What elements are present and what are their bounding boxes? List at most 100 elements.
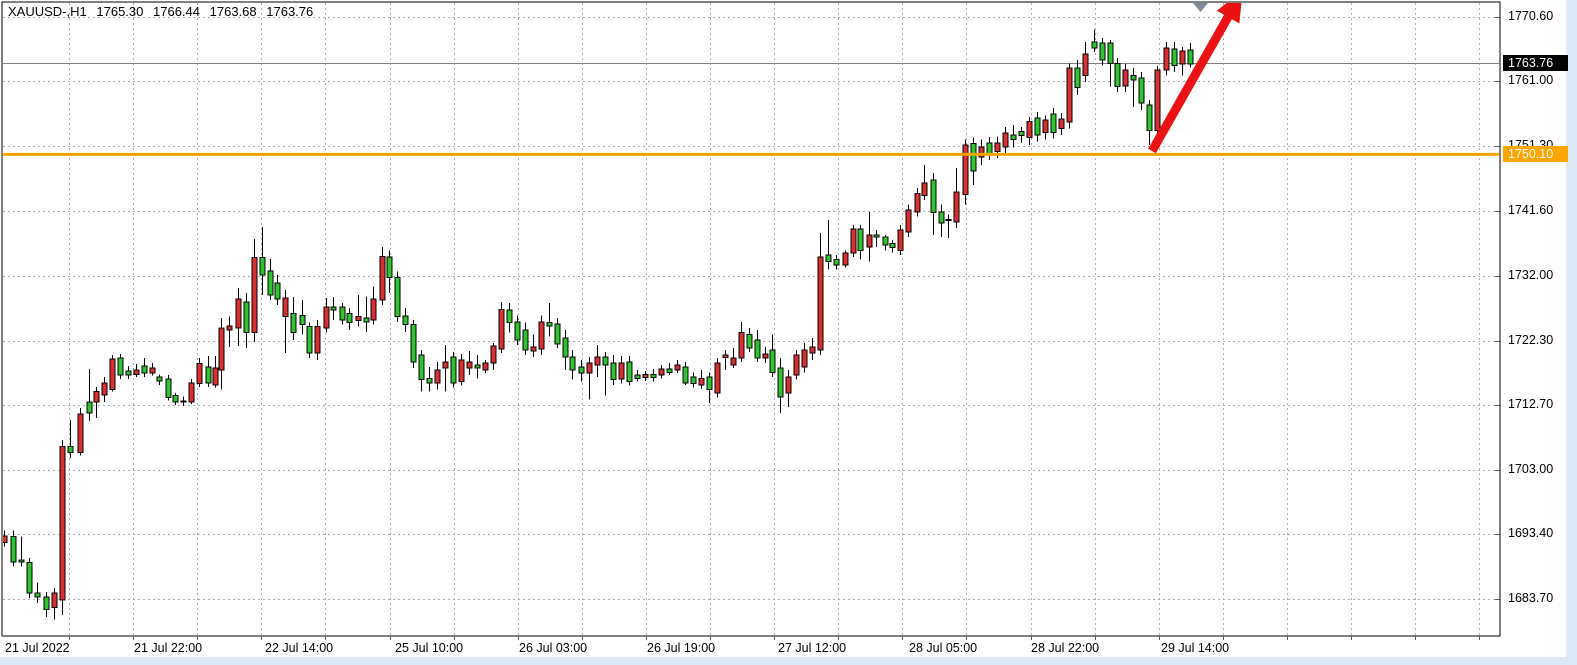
price-axis-label: 1703.00 xyxy=(1508,462,1554,477)
candle-bearish xyxy=(722,350,729,371)
candle-bullish xyxy=(1130,67,1137,107)
candle-bullish xyxy=(180,396,187,406)
candle-bearish xyxy=(1154,65,1161,146)
candle-bearish xyxy=(1163,41,1170,76)
candle-bearish xyxy=(458,354,465,386)
price-axis-label: 1732.00 xyxy=(1508,267,1554,282)
candle-bullish xyxy=(402,307,409,333)
candle-bullish xyxy=(1114,57,1121,93)
candle-bearish xyxy=(93,387,100,418)
candle-bearish xyxy=(482,360,489,373)
time-axis-label: 28 Jul 05:00 xyxy=(909,641,978,655)
low-value: 1763.68 xyxy=(209,4,257,19)
price-axis[interactable]: 1770.60 1761.00 1751.30 1741.60 1732.00 1722.… xyxy=(1502,0,1577,657)
candle-bullish xyxy=(825,220,832,270)
candle-bearish xyxy=(498,301,505,353)
time-axis-label: 26 Jul 19:00 xyxy=(647,641,716,655)
time-axis-label: 26 Jul 03:00 xyxy=(519,641,588,655)
candle-bullish xyxy=(156,374,163,385)
candle-bearish xyxy=(801,342,808,373)
candle-bullish xyxy=(938,204,945,237)
axis-ticks xyxy=(69,17,1501,640)
candle-bearish xyxy=(793,350,800,380)
candle-bullish xyxy=(290,297,297,341)
high-value: 1766.44 xyxy=(153,4,200,19)
candle-bullish xyxy=(626,356,633,386)
candle-bullish xyxy=(522,322,529,355)
time-axis-label: 21 Jul 2022 xyxy=(5,641,70,655)
candle-bearish xyxy=(1122,63,1129,93)
candles-layer xyxy=(3,29,1194,620)
candle-bullish xyxy=(706,372,713,404)
candle-bearish xyxy=(355,295,362,327)
candle-bullish xyxy=(1091,29,1098,52)
time-axis-label: 27 Jul 12:00 xyxy=(778,641,847,655)
time-axis[interactable]: 21 Jul 2022 21 Jul 22:00 22 Jul 14:00 25 Ju… xyxy=(0,639,1566,657)
candle-bearish xyxy=(618,356,625,384)
candle-bearish xyxy=(434,362,441,390)
candle-bullish xyxy=(746,328,753,353)
candle-bearish xyxy=(109,354,116,392)
candle-bearish xyxy=(698,370,705,390)
close-value: 1763.76 xyxy=(266,4,314,19)
plot-border xyxy=(1,1,1501,637)
chart-shift-marker-icon[interactable] xyxy=(1193,3,1208,12)
candle-bearish xyxy=(370,286,377,325)
candle-bullish xyxy=(346,307,353,331)
time-axis-label: 25 Jul 10:00 xyxy=(395,641,464,655)
candle-bullish xyxy=(1074,59,1081,95)
candle-bullish xyxy=(857,224,864,260)
candle-bearish xyxy=(842,250,849,268)
candle-bearish xyxy=(714,358,721,398)
candle-bearish xyxy=(3,530,8,547)
current-price-label: 1763.76 xyxy=(1503,54,1568,71)
candle-bullish xyxy=(259,226,266,296)
candle-bullish xyxy=(1146,100,1153,146)
candle-bullish xyxy=(330,297,337,320)
candle-bullish xyxy=(769,334,776,377)
trend-arrow-annotation[interactable] xyxy=(1148,0,1243,154)
candle-bullish xyxy=(172,393,179,406)
candle-bearish xyxy=(59,439,66,615)
candle-bearish xyxy=(1026,116,1033,146)
candle-bullish xyxy=(777,358,784,414)
candle-bullish xyxy=(1138,71,1145,111)
candle-bullish xyxy=(67,419,74,459)
candle-bearish xyxy=(1042,115,1049,140)
candle-bullish xyxy=(34,582,41,603)
candle-bullish xyxy=(243,293,250,349)
candle-bearish xyxy=(897,224,904,255)
candle-bullish xyxy=(889,240,896,253)
candle-bullish xyxy=(43,592,50,617)
price-axis-label: 1761.00 xyxy=(1508,73,1554,88)
candle-bearish xyxy=(978,139,985,166)
candle-bearish xyxy=(1058,112,1065,135)
candle-bullish xyxy=(650,368,657,382)
candle-bullish xyxy=(945,214,952,239)
candle-bullish xyxy=(18,536,25,567)
candle-bearish xyxy=(1179,47,1186,76)
candle-bullish xyxy=(141,358,148,377)
chart-title: XAUUSD-,H1 1765.30 1766.44 1763.68 1763.… xyxy=(8,4,319,19)
candle-bullish xyxy=(1018,126,1025,144)
candle-bullish xyxy=(1107,39,1114,87)
candle-bullish xyxy=(1034,112,1041,142)
candle-bearish xyxy=(133,364,140,377)
candle-bearish xyxy=(730,348,737,369)
candle-bullish xyxy=(274,275,281,306)
candle-bullish xyxy=(386,250,393,294)
price-axis-label: 1770.60 xyxy=(1508,9,1554,23)
candle-bearish xyxy=(962,139,969,205)
candle-bearish xyxy=(594,344,601,377)
candle-bullish xyxy=(26,557,33,599)
open-value: 1765.30 xyxy=(96,4,144,19)
candle-bullish xyxy=(578,360,585,382)
candle-bearish xyxy=(314,319,321,361)
candle-bearish xyxy=(914,187,921,217)
candle-bullish xyxy=(562,330,569,371)
price-axis-label: 1712.70 xyxy=(1508,397,1554,412)
candle-bullish xyxy=(666,362,673,375)
price-axis-label: 1683.70 xyxy=(1508,591,1554,606)
candle-bearish xyxy=(953,167,960,229)
